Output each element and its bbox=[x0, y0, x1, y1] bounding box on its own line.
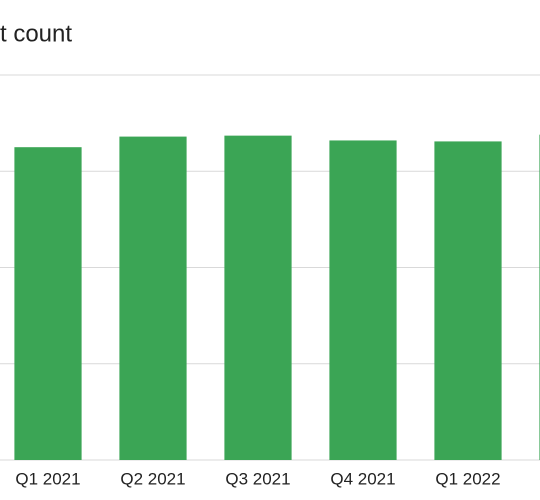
chart-title: t count bbox=[0, 20, 72, 47]
x-tick-label: Q1 2021 bbox=[15, 469, 80, 488]
x-tick-label: Q2 2021 bbox=[120, 469, 185, 488]
bar bbox=[329, 140, 397, 460]
bar bbox=[224, 135, 292, 460]
x-tick-label: Q1 2022 bbox=[435, 469, 500, 488]
bar bbox=[14, 147, 82, 460]
x-tick-label: Q3 2021 bbox=[225, 469, 290, 488]
bar bbox=[119, 136, 187, 460]
bar bbox=[434, 141, 502, 460]
x-tick-label: Q4 2021 bbox=[330, 469, 395, 488]
